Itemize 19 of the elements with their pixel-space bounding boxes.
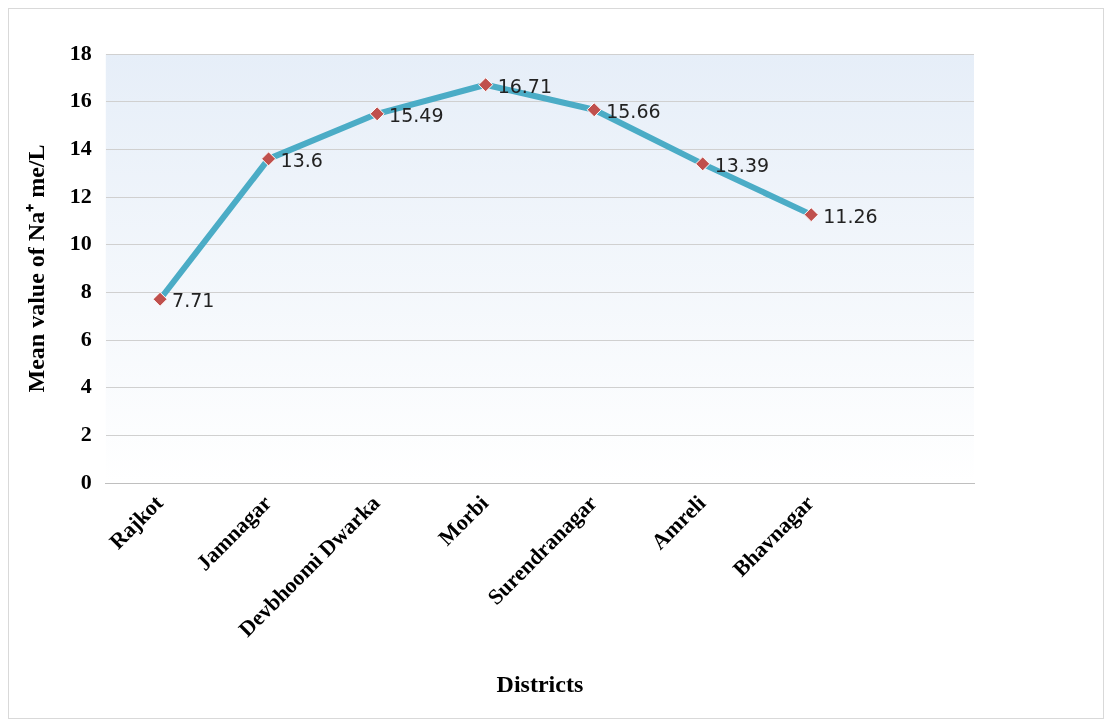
x-axis-title: Districts bbox=[496, 670, 584, 697]
data-label: 15.49 bbox=[389, 103, 444, 126]
data-label: 16.71 bbox=[497, 74, 553, 97]
y-tick-label: 4 bbox=[80, 373, 92, 399]
y-tick-label: 8 bbox=[80, 278, 92, 304]
y-tick-label: 12 bbox=[69, 182, 92, 208]
y-tick-label: 2 bbox=[80, 421, 92, 447]
data-label: 15.66 bbox=[606, 99, 661, 122]
y-tick-label: 18 bbox=[69, 39, 92, 65]
data-label: 11.26 bbox=[823, 204, 878, 227]
data-label: 7.71 bbox=[172, 289, 215, 312]
data-label: 13.6 bbox=[280, 148, 323, 171]
y-tick-label: 0 bbox=[80, 468, 92, 494]
data-label: 13.39 bbox=[714, 153, 770, 176]
y-tick-label: 14 bbox=[69, 135, 92, 161]
y-tick-label: 6 bbox=[80, 325, 92, 351]
y-axis-title: Mean value of Na⁺ me/L bbox=[22, 144, 49, 393]
y-tick-label: 10 bbox=[69, 230, 92, 256]
y-tick-label: 16 bbox=[69, 87, 92, 113]
